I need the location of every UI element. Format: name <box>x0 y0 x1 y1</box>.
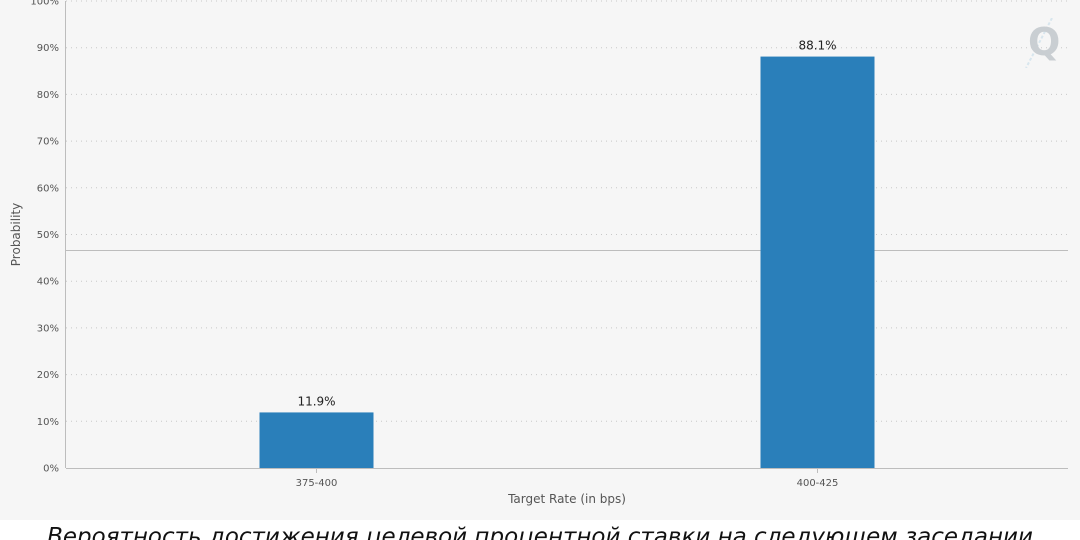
bar-375-400 <box>259 412 374 468</box>
y-tick-label: 20% <box>37 370 59 381</box>
y-tick-label: 60% <box>37 183 59 194</box>
y-tick-label: 10% <box>37 417 59 428</box>
x-tick-label: 400-425 <box>797 478 839 489</box>
y-tick-label: 50% <box>37 230 59 241</box>
x-axis-title: Target Rate (in bps) <box>507 492 626 506</box>
caption: Вероятность достижения целевой процентно… <box>0 520 1080 540</box>
y-tick-label: 100% <box>30 0 59 8</box>
data-label: 88.1% <box>798 39 836 53</box>
x-tick-label: 375-400 <box>296 478 338 489</box>
y-tick-label: 80% <box>37 90 59 101</box>
bar-400-425 <box>760 56 875 469</box>
y-tick-label: 90% <box>37 43 59 54</box>
y-tick-label: 0% <box>43 464 59 475</box>
y-tick-label: 30% <box>37 323 59 334</box>
logo-letter: Q <box>1028 20 1061 64</box>
bar-chart: 0% 10% 20% 30% 40% 50% 60% 70% 80% 90% 100% 11.9% 37… <box>9 0 1068 506</box>
y-tick-label: 40% <box>37 277 59 288</box>
y-tick-label: 70% <box>37 137 59 148</box>
logo-icon: Q <box>1022 18 1066 68</box>
y-axis-title: Probability <box>9 203 23 266</box>
caption-text: Вероятность достижения целевой процентно… <box>47 524 1033 540</box>
data-label: 11.9% <box>297 394 335 408</box>
chart-panel: 0% 10% 20% 30% 40% 50% 60% 70% 80% 90% 100% 11.9% 37… <box>9 0 1068 506</box>
